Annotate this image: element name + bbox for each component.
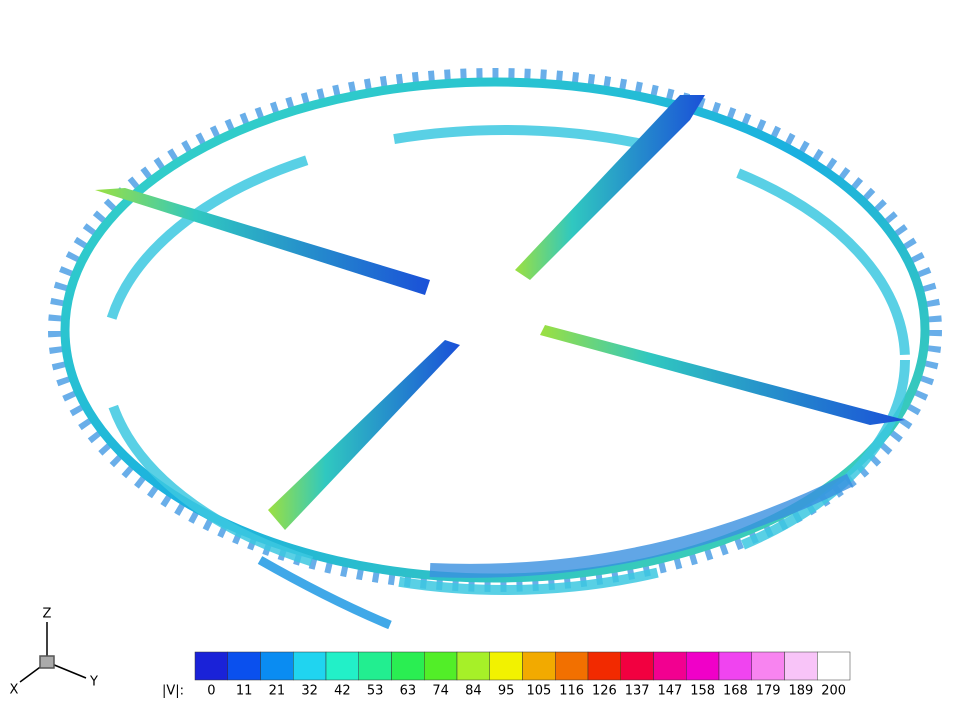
colorbar-swatch (555, 651, 589, 681)
vortex-filaments (48, 68, 942, 592)
colorbar-swatch (817, 651, 851, 681)
colorbar-tick-label: 84 (465, 684, 482, 699)
colorbar-swatch (325, 651, 359, 681)
colorbar-swatch (587, 651, 621, 681)
colorbar-tick-label: 137 (625, 684, 650, 699)
colorbar-tick-label: 95 (498, 684, 515, 699)
colorbar-tick-label: 63 (400, 684, 417, 699)
colorbar-tick-label: 147 (657, 684, 682, 699)
wake-vortex (429, 473, 854, 578)
blade (515, 95, 705, 280)
triad-label: Y (89, 675, 98, 690)
colorbar-tick-label: 105 (526, 684, 551, 699)
colorbar-swatch (293, 651, 327, 681)
colorbar-swatch (653, 651, 687, 681)
colorbar-swatch (489, 651, 523, 681)
triad-cube (39, 655, 55, 669)
colorbar-swatch (751, 651, 785, 681)
colorbar-tick-label: 126 (592, 684, 617, 699)
colorbar-tick-label: 189 (788, 684, 813, 699)
triad-label: Z (43, 607, 52, 622)
colorbar-tick-label: 53 (367, 684, 384, 699)
colorbar-tick-label: 32 (301, 684, 318, 699)
colorbar-tick-label: 200 (821, 684, 846, 699)
colorbar-tick-label: 74 (432, 684, 449, 699)
blade (268, 340, 460, 530)
colorbar-swatch (194, 651, 228, 681)
blade (95, 188, 430, 295)
vortex-scene (48, 68, 942, 630)
colorbar-tick-label: 11 (236, 684, 253, 699)
tip-vortex-inner (100, 125, 910, 595)
colorbar-tick-label: 116 (559, 684, 584, 699)
colorbar-swatch (456, 651, 490, 681)
colorbar-tick-label: 0 (207, 684, 215, 699)
colorbar-swatch (260, 651, 294, 681)
colorbar-swatch (686, 651, 720, 681)
colorbar-swatch (358, 651, 392, 681)
colorbar-tick-label: 21 (269, 684, 286, 699)
triad-label: X (10, 683, 19, 698)
colorbar-swatch (620, 651, 654, 681)
colorbar-swatch (391, 651, 425, 681)
tip-vortex-outer (60, 77, 930, 583)
colorbar-swatch (784, 651, 818, 681)
colorbar-tick-label: 168 (723, 684, 748, 699)
colorbar-swatch (424, 651, 458, 681)
colorbar-swatch (522, 651, 556, 681)
blade (540, 325, 905, 425)
colorbar-label: |V|: (162, 684, 184, 699)
axes-triad (19, 622, 87, 683)
wake-vortex (257, 556, 392, 630)
colorbar-tick-label: 42 (334, 684, 351, 699)
colorbar-tick-label: 179 (756, 684, 781, 699)
colorbar-tick-label: 158 (690, 684, 715, 699)
colorbar-swatch (718, 651, 752, 681)
colorbar-swatch (227, 651, 261, 681)
